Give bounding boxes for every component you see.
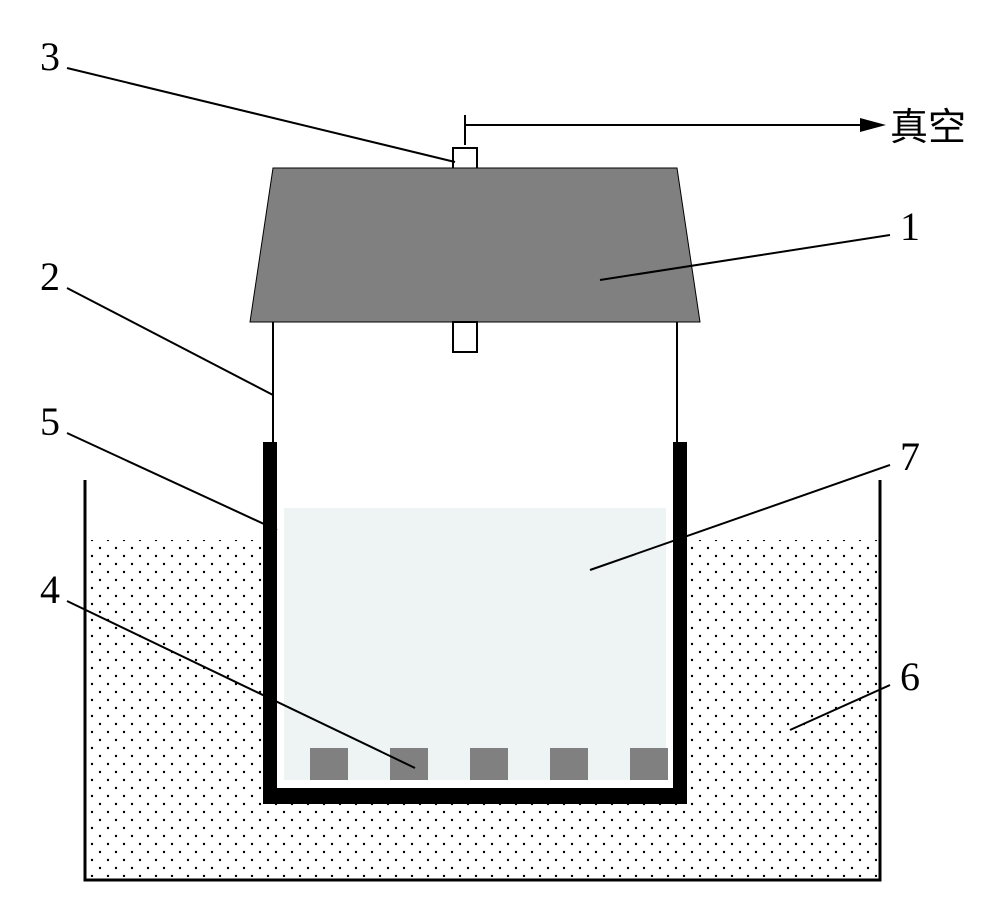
vacuum-arrow-head	[860, 118, 886, 132]
leader-line	[67, 433, 277, 530]
part-label: 5	[40, 399, 60, 444]
bottom-bump	[390, 748, 428, 780]
leader-line	[67, 288, 273, 395]
bottom-bump	[630, 748, 668, 780]
part-label: 4	[40, 567, 60, 612]
part-label: 6	[900, 654, 920, 699]
bottom-bump	[470, 748, 508, 780]
part-label: 3	[40, 34, 60, 79]
upper-connector	[453, 148, 477, 170]
part-label: 1	[900, 204, 920, 249]
apparatus-diagram: 真空 3 2 5 4 1 7 6	[0, 0, 1000, 920]
vacuum-label: 真空	[890, 107, 966, 149]
bottom-bump	[310, 748, 348, 780]
part-label: 2	[40, 254, 60, 299]
lower-connector	[453, 322, 477, 352]
leader-line	[67, 68, 455, 162]
top-cap	[250, 168, 700, 322]
bottom-bump	[550, 748, 588, 780]
inner-fill	[284, 508, 666, 780]
part-label: 7	[900, 434, 920, 479]
